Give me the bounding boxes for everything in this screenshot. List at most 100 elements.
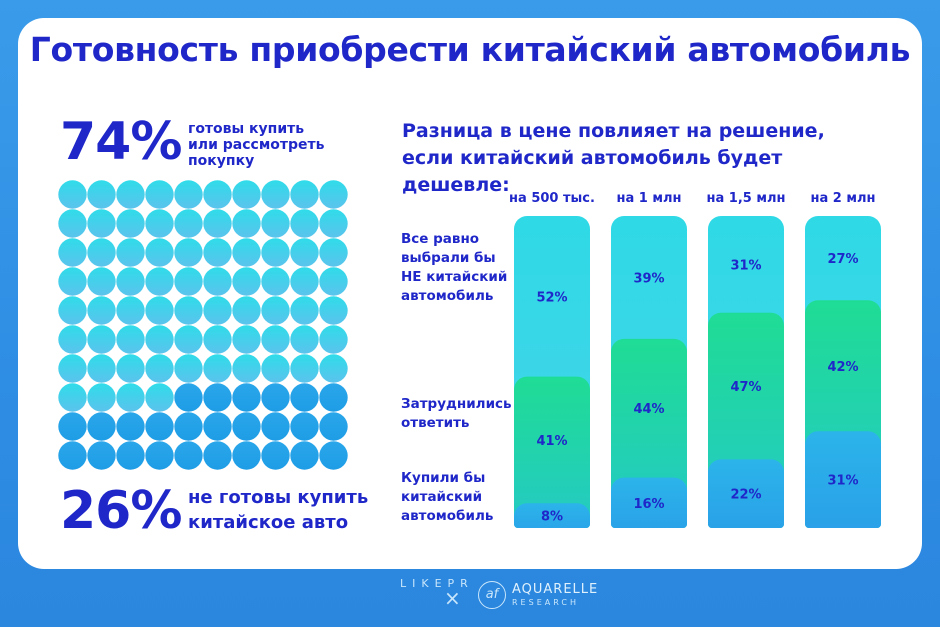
waffle-dot-ready	[203, 180, 232, 209]
waffle-dot-ready	[203, 354, 232, 383]
value-label-chinese: 22%	[730, 488, 761, 503]
waffle-dot-notready	[203, 441, 232, 470]
waffle-dot-ready	[145, 383, 174, 412]
waffle-dot-ready	[58, 325, 87, 354]
value-label-nonchinese: 52%	[536, 290, 567, 305]
waffle-dot-ready	[290, 238, 319, 267]
waffle-dot-ready	[261, 238, 290, 267]
waffle-dot-ready	[116, 383, 145, 412]
category-label: на 500 тыс.	[509, 191, 595, 206]
legend-line: ответить	[401, 415, 470, 431]
ready-percent: 74%	[60, 112, 182, 172]
waffle-dot-notready	[319, 383, 348, 412]
waffle-dot-notready	[290, 383, 319, 412]
waffle-dot-ready	[290, 180, 319, 209]
waffle-dot-ready	[261, 180, 290, 209]
waffle-chart	[58, 180, 348, 470]
waffle-dot-ready	[116, 267, 145, 296]
legend-chinese: Купили бы китайский автомобиль	[401, 469, 493, 526]
ready-label-line: готовы купить	[188, 121, 305, 137]
waffle-dot-notready	[232, 412, 261, 441]
waffle-dot-ready	[290, 209, 319, 238]
waffle-dot-ready	[87, 180, 116, 209]
subtitle-line: Разница в цене повлияет на решение,	[402, 120, 825, 142]
waffle-dot-ready	[174, 296, 203, 325]
value-label-nonchinese: 31%	[730, 258, 761, 273]
waffle-dot-ready	[319, 354, 348, 383]
waffle-dot-ready	[203, 209, 232, 238]
waffle-dot-notready	[58, 412, 87, 441]
notready-percent: 26%	[60, 481, 182, 541]
waffle-dot-notready	[145, 412, 174, 441]
category-label: на 2 млн	[811, 191, 876, 206]
waffle-dot-ready	[87, 209, 116, 238]
legend-line: Затруднились	[401, 396, 512, 412]
notready-label-line: китайское авто	[188, 512, 349, 533]
waffle-dot-ready	[58, 180, 87, 209]
value-label-nonchinese: 39%	[633, 271, 664, 286]
waffle-dot-ready	[87, 238, 116, 267]
page-title: Готовность приобрести китайский автомоби…	[29, 30, 911, 69]
waffle-dot-notready	[261, 412, 290, 441]
waffle-dot-ready	[58, 209, 87, 238]
waffle-dot-ready	[261, 325, 290, 354]
waffle-dot-notready	[116, 441, 145, 470]
likepr-logo: LIKEPR	[400, 577, 474, 590]
waffle-dot-ready	[174, 209, 203, 238]
waffle-dot-ready	[174, 325, 203, 354]
notready-label-line: не готовы купить	[188, 487, 369, 508]
waffle-dot-ready	[174, 180, 203, 209]
value-label-undecided: 47%	[730, 380, 761, 395]
waffle-dot-ready	[116, 296, 145, 325]
category-label: на 1 млн	[617, 191, 682, 206]
partnership-cross-icon: ×	[444, 586, 461, 610]
waffle-dot-notready	[319, 412, 348, 441]
waffle-dot-notready	[203, 412, 232, 441]
waffle-dot-ready	[116, 209, 145, 238]
legend-line: Купили бы	[401, 470, 486, 486]
waffle-dot-notready	[290, 441, 319, 470]
bar-segment-chinese	[611, 477, 687, 528]
ready-label-line: или рассмотреть	[188, 137, 325, 153]
waffle-dot-notready	[145, 441, 174, 470]
notready-label: не готовы купить китайское авто	[188, 485, 368, 535]
waffle-dot-ready	[116, 180, 145, 209]
waffle-dot-ready	[232, 238, 261, 267]
waffle-dot-ready	[145, 267, 174, 296]
waffle-dot-ready	[319, 296, 348, 325]
waffle-dot-ready	[203, 238, 232, 267]
waffle-dot-ready	[145, 180, 174, 209]
aquarelle-name: AQUARELLE	[512, 582, 599, 597]
waffle-dot-ready	[290, 354, 319, 383]
waffle-dot-notready	[261, 383, 290, 412]
legend-line: китайский	[401, 489, 483, 505]
waffle-dot-ready	[319, 209, 348, 238]
waffle-dot-ready	[58, 267, 87, 296]
waffle-dot-ready	[145, 296, 174, 325]
waffle-dot-notready	[87, 412, 116, 441]
waffle-dot-ready	[145, 209, 174, 238]
waffle-dot-ready	[232, 325, 261, 354]
ready-label: готовы купить или рассмотреть покупку	[188, 121, 324, 169]
bar-segment-undecided	[514, 376, 590, 528]
waffle-dot-ready	[87, 354, 116, 383]
waffle-dot-ready	[290, 267, 319, 296]
waffle-dot-notready	[116, 412, 145, 441]
waffle-dot-ready	[58, 354, 87, 383]
waffle-dot-ready	[174, 354, 203, 383]
legend-line: автомобиль	[401, 288, 494, 304]
legend-line: выбрали бы	[401, 250, 496, 266]
value-label-chinese: 16%	[633, 497, 664, 512]
waffle-dot-ready	[290, 296, 319, 325]
waffle-dot-ready	[87, 383, 116, 412]
waffle-dot-ready	[87, 325, 116, 354]
legend-line: Все равно	[401, 231, 480, 247]
waffle-dot-ready	[290, 325, 319, 354]
bar-segment-chinese	[514, 503, 590, 528]
waffle-dot-ready	[145, 238, 174, 267]
waffle-dot-ready	[174, 238, 203, 267]
waffle-dot-ready	[116, 325, 145, 354]
legend-line: НЕ китайский	[401, 269, 508, 285]
waffle-dot-ready	[261, 267, 290, 296]
